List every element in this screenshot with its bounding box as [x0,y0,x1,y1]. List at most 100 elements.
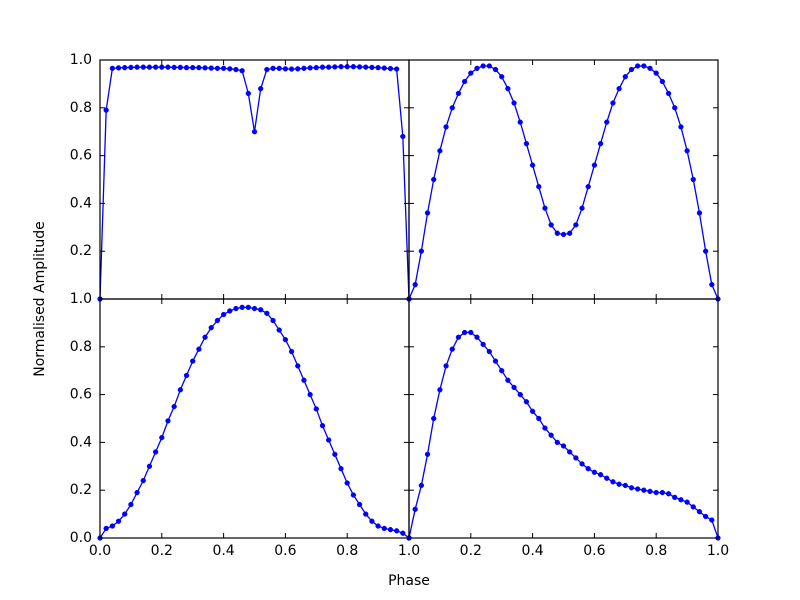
data-point [529,408,536,414]
data-point [233,66,239,73]
data-point [251,305,258,312]
data-point [665,90,672,97]
x-tick-label: 1.0 [707,543,729,559]
data-point [573,455,579,461]
data-point [696,210,703,216]
data-point [437,148,443,154]
data-point [134,489,140,496]
data-point [128,501,134,508]
data-point [542,205,548,211]
data-point [152,64,159,70]
data-point [709,282,715,288]
x-tick-label: 0.2 [151,543,173,559]
data-point [134,64,140,70]
data-point [702,248,709,254]
x-axis-label: Phase [388,573,430,589]
data-point [653,70,659,76]
data-point [468,70,474,76]
data-point [424,210,431,216]
y-tick-label: 0.2 [70,482,92,498]
data-point [400,133,406,140]
data-point [499,368,505,374]
data-point [635,63,641,69]
data-point [313,406,319,412]
x-tick-label: 0.0 [89,543,111,559]
data-point [356,501,363,508]
data-point [647,65,653,72]
data-point [214,317,221,324]
data-point [196,64,202,71]
data-point [690,176,696,183]
data-point [122,511,128,517]
data-point [567,230,573,236]
data-point [387,526,394,533]
x-tick-label: 1.0 [398,543,420,559]
data-point [517,391,523,398]
data-point [461,329,468,336]
y-tick-label: 0.6 [70,387,92,403]
data-point [356,64,363,70]
data-point [412,506,418,512]
data-point [437,387,443,393]
data-point [610,479,616,485]
data-point [548,432,554,438]
data-point [288,348,295,355]
y-tick-label: 0.4 [70,195,92,211]
data-point [480,341,486,348]
data-point [350,64,357,70]
x-tick-label: 0.6 [583,543,605,559]
data-point [332,451,338,458]
data-point [684,499,690,505]
data-point [424,451,431,458]
data-point [381,525,387,532]
data-point [264,310,270,316]
data-point [301,377,307,383]
data-point [622,74,628,80]
y-tick-label: 0.6 [70,148,92,164]
data-point [690,504,696,510]
data-point [208,65,214,71]
data-point [709,517,715,523]
data-point [227,66,233,72]
data-point [350,492,357,498]
data-point [159,64,165,70]
data-point [554,439,560,446]
data-point [146,64,153,70]
data-point [443,124,449,130]
data-point [647,488,653,495]
y-tick-label: 0.2 [70,243,92,259]
data-point [307,391,313,398]
data-point [412,282,418,288]
data-point [146,463,153,469]
data-point [678,497,684,503]
data-point [585,184,591,190]
data-point [202,334,208,340]
data-point [171,64,177,71]
y-tick-label: 1.0 [70,52,92,68]
data-point [641,63,647,69]
data-point [499,74,505,80]
data-point [486,63,492,69]
data-point [597,472,604,478]
x-tick-label: 0.6 [274,543,296,559]
data-point [109,65,116,72]
data-point [542,425,548,431]
data-point [461,78,468,85]
data-point [319,423,326,429]
y-tick-label: 0.8 [70,100,92,116]
data-point [523,399,530,405]
data-point [511,100,517,106]
data-point [270,317,276,324]
data-point [165,64,171,70]
data-point [616,86,622,92]
data-point [375,523,381,529]
data-point [227,308,233,314]
data-point [128,64,134,71]
data-point [363,64,369,70]
data-point [567,449,573,455]
data-point [505,86,511,92]
data-point [659,78,666,85]
data-point [183,372,190,379]
